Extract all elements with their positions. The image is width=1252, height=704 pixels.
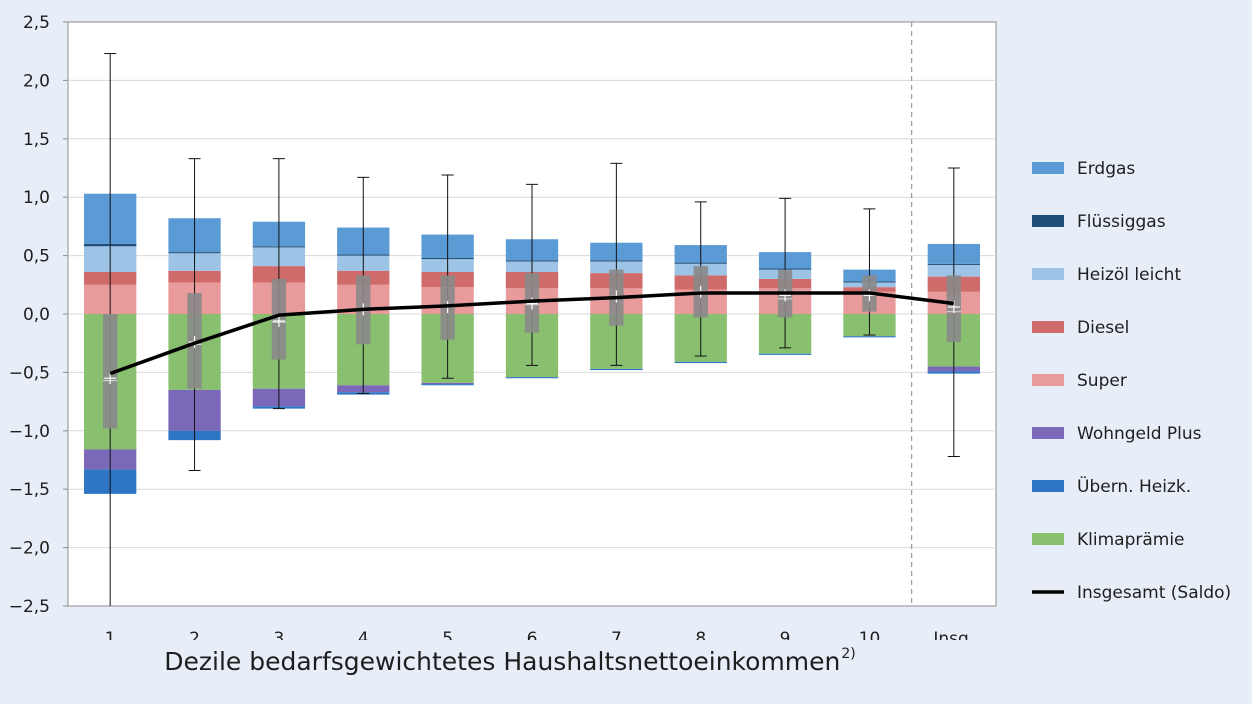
legend: Erdgas Flüssiggas Heizöl leicht Diesel Super… [1032,159,1231,603]
legend-swatch [1032,162,1064,174]
legend-label: Klimaprämie [1077,530,1185,550]
legend-label: Erdgas [1077,159,1135,179]
legend-item: Flüssiggas [1032,212,1166,232]
x-tick-label: 9 [780,629,791,640]
legend-item: Heizöl leicht [1032,265,1181,285]
bar-segment [843,336,896,338]
x-tick-label: 8 [695,629,706,640]
legend-swatch [1032,480,1064,492]
x-tick-label: 4 [358,629,369,640]
legend-label: Übern. Heizk. [1077,475,1191,497]
legend-label: Insgesamt (Saldo) [1077,583,1231,603]
bar-segment [505,377,559,379]
x-tick-label: 5 [442,629,453,640]
box [103,314,118,429]
bar-segment [758,353,812,355]
y-tick-label: 0,5 [23,247,50,267]
legend-label: Diesel [1077,318,1129,338]
legend-label: Super [1077,371,1127,391]
legend-swatch [1032,268,1064,280]
y-tick-label: −1,5 [9,480,50,500]
legend-item: Übern. Heizk. [1032,475,1191,497]
legend-item: Klimaprämie [1032,530,1185,550]
bar-segment [590,368,643,371]
legend-swatch [1032,321,1064,333]
x-tick-label: 6 [527,629,538,640]
legend-swatch [1032,215,1064,227]
saldo-line [109,291,955,376]
x-tick-label: Insg. [933,629,974,640]
x-tick-label: 1 [105,629,116,640]
legend-label: Heizöl leicht [1077,265,1181,285]
x-axis-title: Dezile bedarfsgewichtetes Haushaltsnetto… [0,646,1020,676]
legend-swatch [1032,374,1064,386]
y-axis: 2,5 2,0 1,5 1,0 0,5 0,0 −0,5 −1,0 −1,5 −2,0 −2,5 [9,13,68,617]
x-axis-title-footnote: 2) [841,646,856,662]
y-tick-label: −2,0 [9,539,50,559]
legend-swatch [1032,427,1064,439]
x-tick-label: 2 [189,629,200,640]
y-tick-label: 1,0 [23,188,50,208]
bar-segment [674,361,727,364]
y-tick-label: 2,0 [23,71,50,91]
y-tick-label: 0,0 [23,305,50,325]
y-tick-label: 2,5 [23,13,50,33]
y-tick-label: −1,0 [9,422,50,442]
legend-item: Super [1032,371,1127,391]
legend-swatch [1032,533,1064,545]
saldo-polyline [109,291,955,376]
legend-item: Diesel [1032,318,1129,338]
y-tick-label: −0,5 [9,363,50,383]
y-tick-label: −2,5 [9,597,50,617]
x-tick-label: 7 [611,629,622,640]
x-axis: 1 2 3 4 5 6 7 8 9 10 Insg. [105,629,974,640]
y-tick-label: 1,5 [23,130,50,150]
x-axis-title-text: Dezile bedarfsgewichtetes Haushaltsnetto… [164,647,841,676]
bar-segment [421,382,474,385]
legend-item: Wohngeld Plus [1032,424,1202,444]
legend-item: Insgesamt (Saldo) [1032,583,1231,603]
x-tick-label: 10 [859,629,881,640]
legend-label: Wohngeld Plus [1077,424,1202,444]
gridlines [68,22,996,606]
chart: 2,5 2,0 1,5 1,0 0,5 0,0 −0,5 −1,0 −1,5 −2,0 −2,5 1… [9,13,1231,640]
legend-label: Flüssiggas [1077,212,1166,232]
x-tick-label: 3 [273,629,284,640]
legend-item: Erdgas [1032,159,1135,179]
bar-segment [421,384,474,386]
